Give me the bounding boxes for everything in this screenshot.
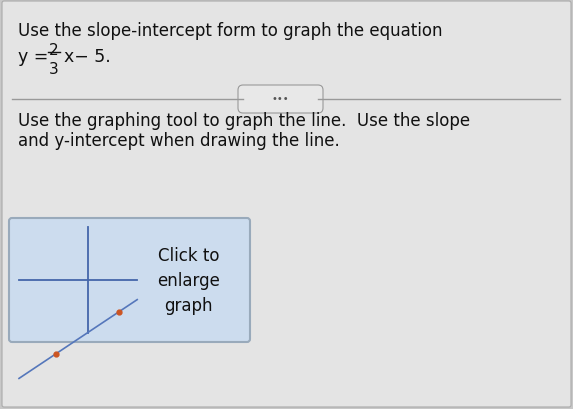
Text: and y-intercept when drawing the line.: and y-intercept when drawing the line. [18, 132, 340, 150]
Text: 3: 3 [49, 62, 59, 77]
FancyBboxPatch shape [9, 218, 250, 342]
Text: y =: y = [18, 48, 48, 66]
Text: Use the slope-intercept form to graph the equation: Use the slope-intercept form to graph th… [18, 22, 442, 40]
Text: Click to
enlarge
graph: Click to enlarge graph [157, 246, 219, 314]
Text: Use the graphing tool to graph the line.  Use the slope: Use the graphing tool to graph the line.… [18, 112, 470, 130]
Text: •••: ••• [272, 94, 289, 104]
FancyBboxPatch shape [238, 86, 323, 114]
Text: x− 5.: x− 5. [64, 48, 111, 66]
Text: 2: 2 [49, 43, 59, 58]
